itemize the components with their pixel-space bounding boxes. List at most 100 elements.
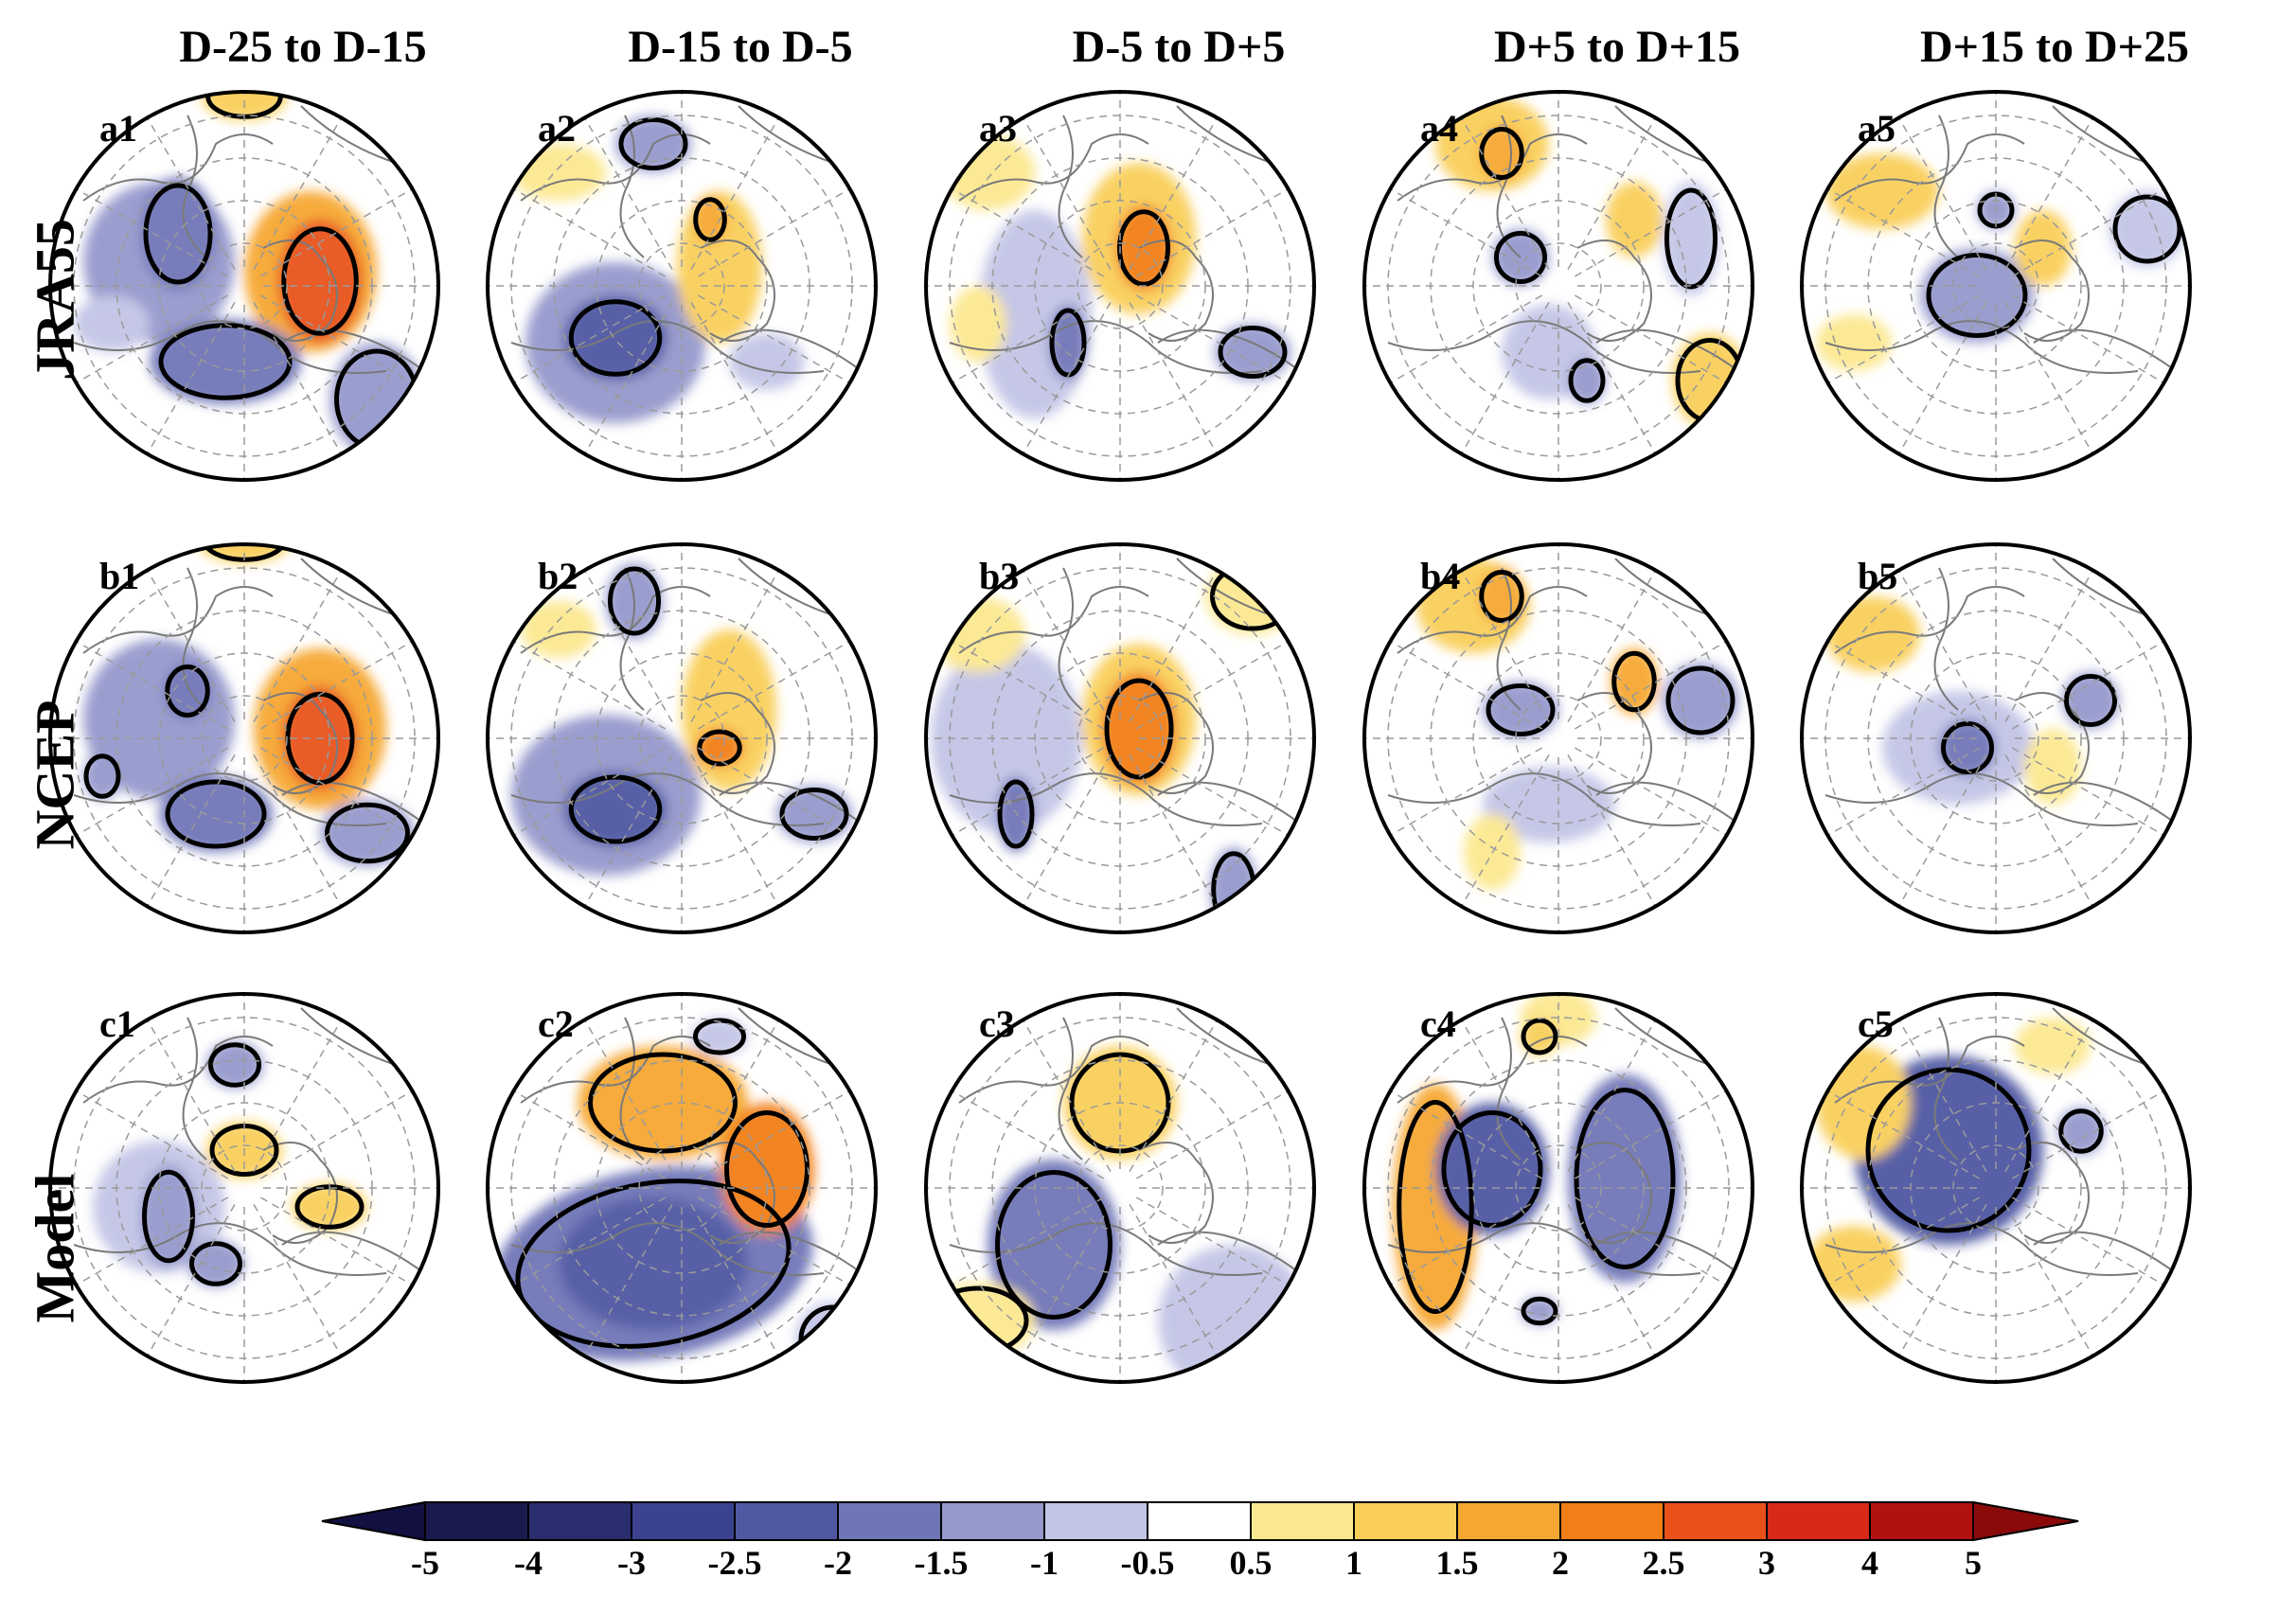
- meridian-line: [259, 294, 413, 384]
- anomaly-region: [1816, 1046, 1911, 1160]
- meridian-line: [2004, 1203, 2094, 1356]
- map-panel-c3: [924, 992, 1316, 1384]
- anomaly-region: [563, 771, 667, 847]
- meridian-line: [1390, 1090, 1543, 1179]
- significance-contours: [1926, 191, 2182, 338]
- panel-label-c4: c4: [1420, 1002, 1456, 1045]
- meridian-line: [146, 301, 236, 454]
- significance-contour: [724, 1110, 810, 1228]
- significance-contours: [1479, 570, 1735, 736]
- colorbar-tick-6: -1.5: [914, 1544, 969, 1582]
- anomaly-region: [720, 1103, 814, 1235]
- meridian-line: [952, 640, 1105, 730]
- coastline: [510, 1222, 825, 1276]
- map-border: [924, 542, 1316, 934]
- colorbar-tick-7: -1: [1030, 1544, 1059, 1582]
- colorbar-tick-3: -3: [617, 1544, 646, 1582]
- coastline: [1058, 1017, 1083, 1161]
- colorbar-low-extend: [321, 1500, 426, 1542]
- graticule: [1364, 92, 1753, 480]
- colorbar-tick-4: -2.5: [707, 1544, 762, 1582]
- coastline: [1834, 586, 2025, 654]
- significance-contour: [588, 1052, 738, 1154]
- coastline: [700, 692, 775, 794]
- meridian-line: [1129, 301, 1219, 454]
- column-title-2: D-15 to D-5: [628, 22, 853, 72]
- meridian-line: [76, 187, 229, 277]
- significance-contour: [1479, 570, 1524, 623]
- colorbar-swatch-9: [1250, 1501, 1355, 1541]
- anomaly-region: [187, 1240, 244, 1287]
- meridian-line: [697, 640, 850, 730]
- significance-contour: [158, 323, 293, 400]
- map-border: [48, 992, 440, 1384]
- meridian-line: [1567, 301, 1657, 454]
- map-border: [48, 542, 440, 934]
- coastline: [949, 1222, 1263, 1276]
- anomaly-region: [950, 286, 1006, 362]
- meridian-line: [253, 570, 343, 723]
- panel-label-b1: b1: [99, 555, 140, 597]
- anomaly-region: [1101, 672, 1177, 786]
- coastline: [73, 320, 387, 374]
- map-panel-c2: [486, 992, 878, 1384]
- meridian-line: [1390, 747, 1543, 837]
- meridian-line: [583, 570, 673, 723]
- anomaly-region: [559, 1197, 748, 1330]
- colorbar-tick-13: 2.5: [1642, 1544, 1685, 1582]
- map-border: [486, 992, 878, 1384]
- anomaly-region: [1939, 719, 1996, 776]
- column-title-5: D+15 to D+25: [1919, 22, 2189, 72]
- coastline: [1157, 328, 1301, 372]
- map-border: [1800, 90, 2192, 482]
- latitude-circle: [201, 695, 288, 782]
- coastline: [510, 320, 825, 374]
- colorbar-tick-11: 1.5: [1435, 1544, 1479, 1582]
- panel-label-b2: b2: [538, 555, 578, 597]
- map-panel-b2: [486, 542, 878, 934]
- coastline: [1496, 1017, 1522, 1161]
- panel-label-b3: b3: [979, 555, 1020, 597]
- coastline: [1387, 1222, 1701, 1276]
- coastline: [1397, 586, 1588, 654]
- anomaly-region: [696, 729, 743, 767]
- meridian-line: [1574, 640, 1727, 730]
- anomaly-region: [2024, 729, 2081, 805]
- anomaly-region: [197, 544, 292, 563]
- latitude-circle: [201, 1144, 288, 1232]
- coastline: [1834, 1036, 2025, 1104]
- meridian-line: [1827, 640, 1981, 730]
- meridian-line: [583, 1203, 673, 1356]
- graticule: [488, 544, 876, 932]
- coastline: [1824, 772, 2139, 826]
- coastline: [1387, 320, 1701, 374]
- graticule: [926, 92, 1314, 480]
- coastline: [1824, 320, 2139, 374]
- coastline: [949, 772, 1263, 826]
- latitude-circle: [1077, 1144, 1164, 1232]
- colorbar-swatch-5: [837, 1501, 942, 1541]
- meridian-line: [697, 1196, 850, 1286]
- significance-contour: [1494, 231, 1547, 284]
- meridian-line: [1129, 753, 1219, 907]
- meridian-line: [583, 1019, 673, 1173]
- significance-contours: [1397, 1018, 1676, 1326]
- anomaly-region: [1478, 125, 1525, 182]
- coastline: [2033, 328, 2177, 372]
- latitude-circle: [1515, 1144, 1602, 1232]
- map-border: [924, 992, 1316, 1384]
- meridian-line: [2004, 301, 2094, 454]
- meridian-line: [2011, 747, 2164, 837]
- significance-contour: [1521, 1296, 1558, 1326]
- map-panel-a4: [1362, 90, 1754, 482]
- meridian-line: [1897, 1019, 1987, 1173]
- map-border: [1800, 992, 2192, 1384]
- significance-contour: [1218, 326, 1288, 379]
- anomaly-region: [1215, 324, 1290, 381]
- significance-contour: [83, 753, 121, 799]
- column-title-1: D-25 to D-15: [179, 22, 427, 72]
- coastlines: [1824, 558, 2186, 826]
- graticule: [1802, 544, 2190, 932]
- meridian-line: [1574, 187, 1727, 277]
- coastline: [1387, 772, 1701, 826]
